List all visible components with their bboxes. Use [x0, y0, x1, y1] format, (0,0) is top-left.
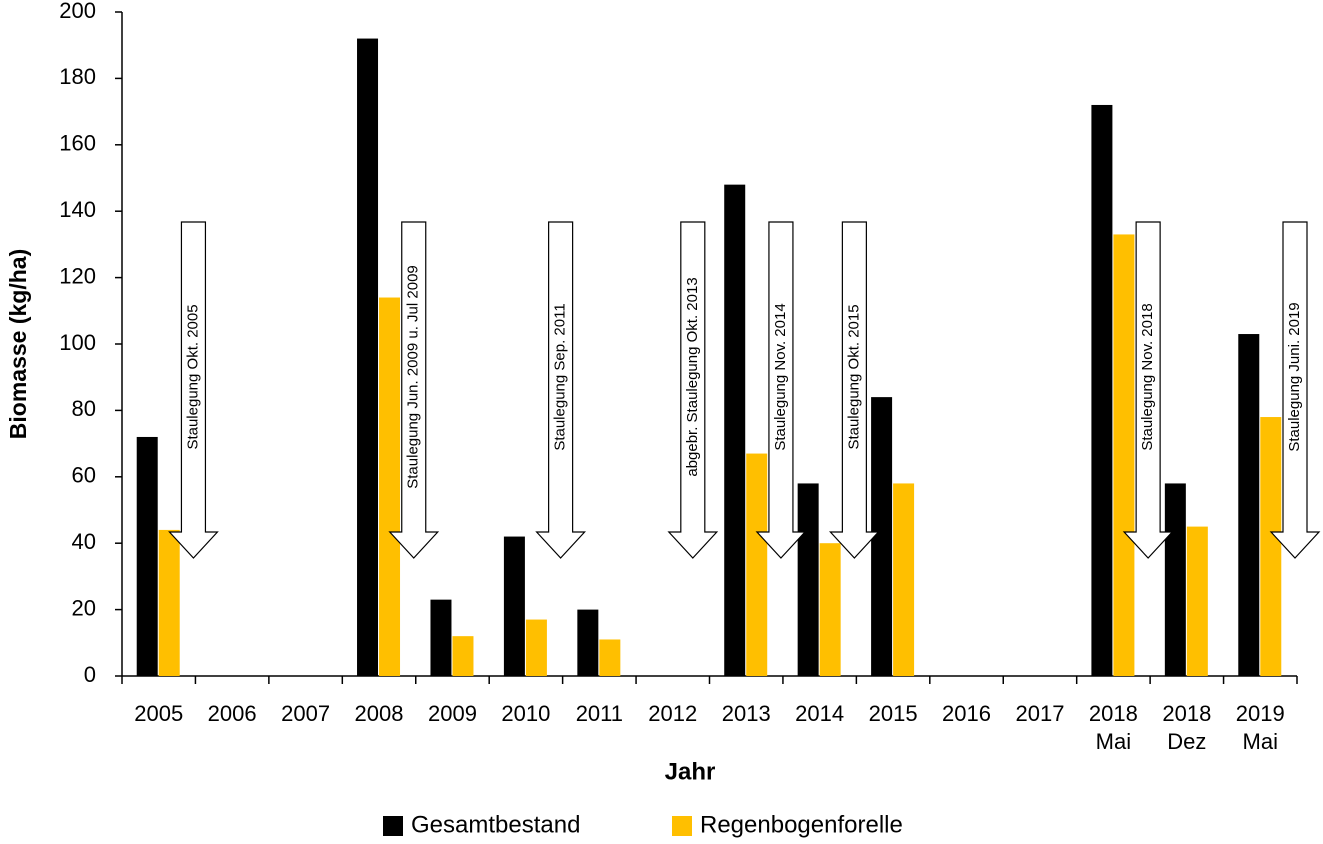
y-tick-label: 40	[72, 529, 96, 554]
bar	[452, 636, 474, 676]
x-tick-label: 2006	[207, 701, 257, 726]
y-tick-label: 0	[84, 662, 96, 687]
annotation-arrow	[667, 221, 719, 559]
bar	[136, 436, 158, 676]
y-tick-label: 100	[59, 330, 96, 355]
annotation-label: Staulegung Nov. 2014	[772, 303, 789, 450]
annotation-arrow	[1122, 221, 1174, 559]
annotation-arrow	[829, 221, 880, 559]
legend-label: Gesamtbestand	[411, 811, 580, 838]
bar	[577, 609, 599, 676]
bar	[503, 536, 525, 676]
bar	[599, 639, 621, 676]
x-tick-label: 2009	[427, 701, 477, 726]
bar	[430, 599, 452, 676]
bar	[525, 619, 547, 676]
bar	[1164, 483, 1186, 676]
bar	[379, 297, 401, 676]
x-tick-label: 2008	[354, 701, 404, 726]
x-tick-label: 2011	[575, 701, 623, 726]
x-tick-label: 2017	[1015, 701, 1065, 726]
y-tick-label: 180	[59, 64, 96, 89]
bar	[746, 453, 768, 676]
x-tick-label: 2013	[721, 701, 771, 726]
bar	[871, 397, 893, 676]
y-tick-label: 140	[59, 197, 96, 222]
y-axis-title: Biomasse (kg/ha)	[5, 249, 31, 439]
y-tick-label: 200	[59, 0, 96, 23]
bar	[819, 543, 841, 676]
annotation-label: Staulegung Okt. 2015	[845, 304, 862, 449]
annotation-arrow	[755, 221, 807, 559]
annotation-label: Staulegung Juni. 2019	[1286, 302, 1303, 451]
x-tick-label: 2010	[501, 701, 551, 726]
x-tick-label: 2005	[134, 701, 184, 726]
x-tick-label: 2014	[795, 701, 845, 726]
x-tick-label: 2018 Mai	[1088, 701, 1138, 754]
annotation-arrow	[388, 221, 440, 559]
bar	[1113, 234, 1135, 676]
y-tick-label: 80	[72, 396, 96, 421]
y-tick-label: 60	[72, 463, 96, 488]
bar	[893, 483, 915, 676]
y-tick-label: 20	[72, 595, 96, 620]
bar	[1186, 526, 1208, 676]
x-tick-label: 2019 Mai	[1235, 701, 1285, 754]
bar	[1260, 417, 1282, 676]
annotation-arrow	[535, 221, 586, 559]
bar	[1238, 334, 1260, 676]
annotation-label: Staulegung Okt. 2005	[184, 304, 201, 449]
annotation-label: Staulegung Sep. 2011	[552, 303, 569, 450]
x-tick-label: 2018 Dez	[1162, 701, 1212, 754]
annotation-arrow	[1269, 221, 1321, 559]
x-tick-label: 2012	[648, 701, 698, 726]
y-tick-label: 160	[59, 131, 96, 156]
bar	[357, 38, 379, 677]
annotation-arrow	[168, 221, 219, 559]
bar	[1091, 104, 1113, 676]
annotation-label: abgebr. Staulegung Okt. 2013	[684, 277, 701, 476]
bar	[724, 184, 746, 676]
x-tick-label: 2016	[942, 701, 991, 726]
bar	[797, 483, 819, 676]
legend-swatch	[383, 816, 403, 836]
annotation-label: Staulegung Nov. 2018	[1139, 303, 1156, 450]
x-axis-title: Jahr	[665, 758, 716, 785]
annotation-label: Staulegung Jun. 2009 u. Jul 2009	[405, 265, 422, 489]
x-tick-label: 2015	[868, 701, 918, 726]
legend-label: Regenbogenforelle	[700, 811, 903, 838]
x-tick-label: 2007	[281, 701, 331, 726]
legend-swatch	[672, 816, 692, 836]
y-tick-label: 120	[59, 263, 96, 288]
bar	[158, 529, 180, 676]
